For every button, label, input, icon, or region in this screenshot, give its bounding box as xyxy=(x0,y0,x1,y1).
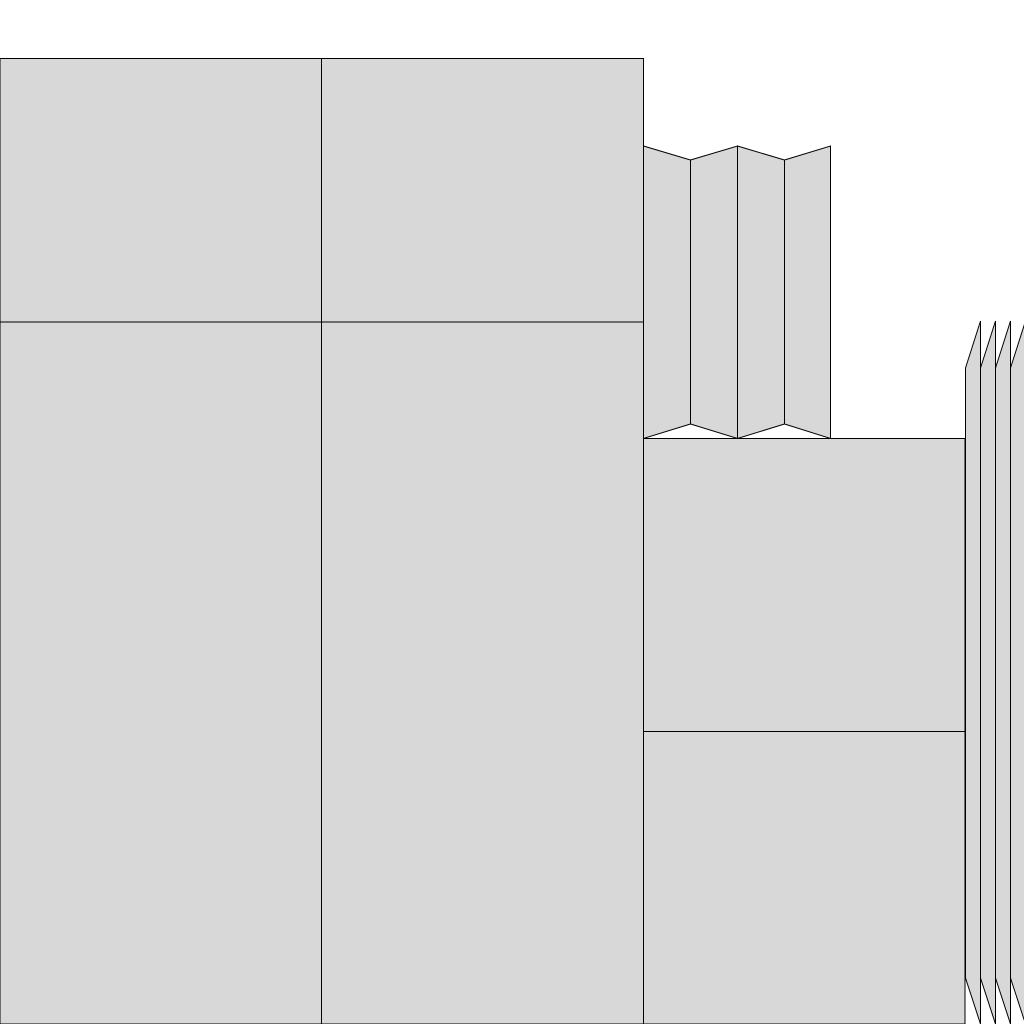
accordion-folded-panels xyxy=(643,145,831,440)
panel-bottom-left xyxy=(0,321,322,1024)
accordion-fold-3 xyxy=(737,145,785,440)
slanted-strip-3 xyxy=(995,320,1011,1024)
accordion-fold-2 xyxy=(690,145,738,440)
slanted-strip-1 xyxy=(965,320,981,1024)
slanted-strip-panels xyxy=(965,320,1024,1024)
panel-top-middle xyxy=(321,58,644,323)
slanted-strip-2 xyxy=(980,320,996,1024)
accordion-fold-4 xyxy=(784,145,831,440)
slanted-strip-4 xyxy=(1010,324,1024,1022)
panel-right-upper xyxy=(643,438,966,732)
accordion-fold-1 xyxy=(643,145,691,440)
panel-bottom-middle xyxy=(321,321,644,1024)
panel-right-lower xyxy=(643,731,966,1024)
panel-top-left xyxy=(0,58,322,323)
flat-panels xyxy=(0,58,966,1024)
